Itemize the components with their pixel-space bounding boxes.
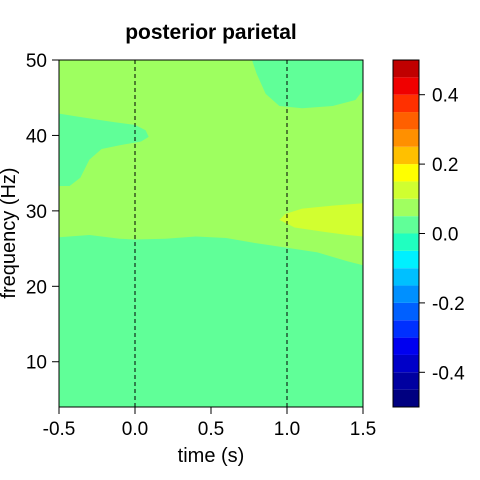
colorbar-tick-label: -0.2 bbox=[432, 294, 465, 315]
colorbar-swatch-4 bbox=[393, 320, 419, 338]
colorbar-tick-label: 0.2 bbox=[432, 155, 458, 176]
x-tick-label: 1.5 bbox=[350, 419, 376, 440]
colorbar-swatch-1 bbox=[393, 372, 419, 390]
y-tick-label: 40 bbox=[26, 126, 47, 147]
y-tick-label: 20 bbox=[26, 277, 47, 298]
contour-region-1 bbox=[59, 235, 363, 407]
x-tick-label: 1.0 bbox=[274, 419, 300, 440]
contour-region-4 bbox=[279, 203, 363, 237]
colorbar-swatch-6 bbox=[393, 285, 419, 303]
colorbar-tick-label: 0.0 bbox=[432, 225, 458, 246]
y-axis: 10 20 30 40 50 bbox=[26, 51, 60, 374]
colorbar-swatch-2 bbox=[393, 354, 419, 373]
colorbar-swatch-13 bbox=[393, 164, 419, 182]
x-axis-label: time (s) bbox=[178, 445, 245, 467]
colorbar-swatch-0 bbox=[393, 389, 419, 407]
colorbar-swatch-16 bbox=[393, 112, 419, 130]
colorbar-swatch-11 bbox=[393, 198, 419, 217]
x-tick-label: -0.5 bbox=[43, 419, 76, 440]
y-axis-label: frequency (Hz) bbox=[0, 167, 20, 298]
colorbar-swatch-19 bbox=[393, 60, 419, 78]
colorbar-swatch-15 bbox=[393, 129, 419, 147]
colorbar-tick-label: 0.4 bbox=[432, 86, 459, 107]
plot-area bbox=[59, 60, 363, 407]
colorbar-swatch-18 bbox=[393, 77, 419, 95]
x-axis: -0.5 0.0 0.5 1.0 1.5 bbox=[43, 406, 376, 440]
colorbar-tick-label: -0.4 bbox=[432, 363, 465, 384]
event-markers bbox=[134, 60, 288, 407]
colorbar-swatch-14 bbox=[393, 146, 419, 165]
colorbar-swatch-5 bbox=[393, 302, 419, 321]
chart-title: posterior parietal bbox=[125, 21, 297, 44]
colorbar-swatch-12 bbox=[393, 181, 419, 199]
colorbar-swatch-10 bbox=[393, 216, 419, 234]
colorbar-swatch-8 bbox=[393, 250, 419, 269]
contour-region-3 bbox=[59, 113, 149, 186]
colorbar-swatch-17 bbox=[393, 94, 419, 113]
colorbar-swatch-3 bbox=[393, 337, 419, 355]
y-tick-label: 30 bbox=[26, 202, 47, 223]
colorbar: 0.4 0.2 0.0 -0.2 -0.4 bbox=[392, 59, 465, 408]
y-tick-label: 10 bbox=[26, 353, 47, 374]
colorbar-swatch-9 bbox=[393, 233, 419, 251]
colorbar-swatch-7 bbox=[393, 268, 419, 286]
x-tick-label: 0.5 bbox=[198, 419, 224, 440]
y-tick-label: 50 bbox=[26, 51, 47, 72]
x-tick-label: 0.0 bbox=[122, 419, 148, 440]
contour-region-2 bbox=[252, 60, 363, 109]
